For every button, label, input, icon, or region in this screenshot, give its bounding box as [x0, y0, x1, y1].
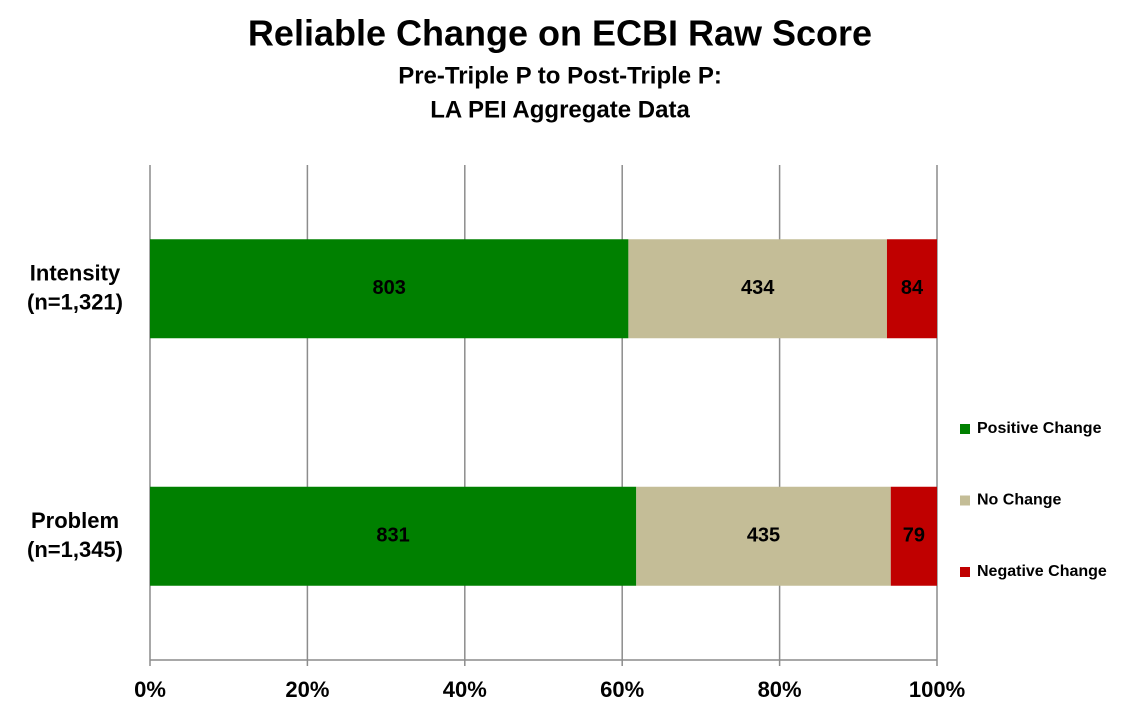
legend-swatch	[960, 424, 970, 434]
x-tick-label: 40%	[443, 677, 487, 702]
chart-title: Reliable Change on ECBI Raw Score	[248, 13, 872, 54]
bar-segment	[150, 486, 637, 586]
legend-label: Negative Change	[977, 563, 1107, 580]
y-tick-label: (n=1,345)	[27, 537, 123, 562]
legend-label: No Change	[977, 492, 1062, 509]
chart-subtitle: LA PEI Aggregate Data	[430, 96, 690, 123]
x-tick-label: 60%	[600, 677, 644, 702]
legend-swatch	[960, 567, 970, 577]
x-tick-label: 100%	[909, 677, 965, 702]
legend-swatch	[960, 495, 970, 506]
bar-segment	[890, 486, 937, 586]
data-label: 434	[741, 277, 775, 299]
y-tick-label: Problem	[31, 508, 119, 533]
y-tick-label: Intensity	[30, 261, 121, 286]
data-label: 84	[901, 277, 924, 299]
bar-segment	[636, 486, 891, 586]
bar-segment	[886, 239, 937, 339]
x-tick-label: 0%	[134, 677, 166, 702]
data-label: 435	[747, 525, 780, 547]
data-label: 803	[373, 277, 406, 299]
x-tick-label: 80%	[758, 677, 802, 702]
legend-label: Positive Change	[977, 420, 1102, 437]
data-label: 79	[903, 525, 925, 547]
bar-segment	[628, 239, 887, 339]
data-label: 831	[376, 525, 409, 547]
chart-subtitle: Pre-Triple P to Post-Triple P:	[398, 62, 722, 89]
bar-segment	[150, 239, 629, 339]
y-tick-label: (n=1,321)	[27, 290, 123, 315]
x-tick-label: 20%	[285, 677, 329, 702]
